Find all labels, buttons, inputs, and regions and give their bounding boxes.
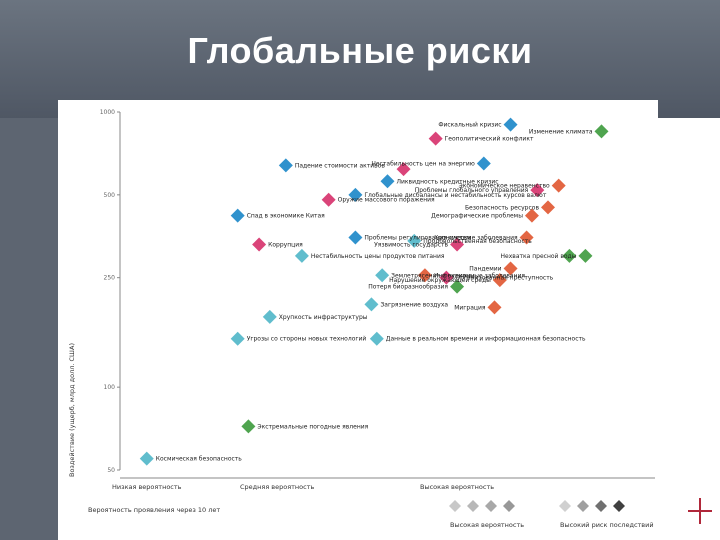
slide-margin bbox=[658, 118, 720, 540]
risk-point-label: Нарушение окружающей среды bbox=[389, 277, 491, 284]
risk-point-label: Миграция bbox=[454, 304, 486, 311]
risk-point bbox=[417, 268, 432, 283]
risk-point-label: Угрозы со стороны новых технологий bbox=[247, 336, 367, 343]
risk-point bbox=[407, 233, 422, 248]
risk-point-label: Нестабильность цен на энергию bbox=[371, 160, 474, 167]
risk-point-label: Проблемы глобального управления bbox=[415, 187, 529, 194]
legend-severity-marker bbox=[613, 500, 625, 512]
slide-title: Глобальные риски bbox=[187, 30, 533, 71]
risk-point-label: Уязвимость государств bbox=[374, 241, 448, 248]
risk-point bbox=[492, 273, 507, 288]
risk-point-label: Нехватка пресной воды bbox=[501, 253, 577, 260]
slide-body bbox=[58, 100, 658, 540]
risk-point bbox=[380, 174, 395, 189]
risk-point-label: Фискальный кризис bbox=[438, 122, 501, 129]
risk-point-label: Глобальные дисбалансы и нестабильность к… bbox=[364, 192, 546, 199]
risk-point-label: Данные в реальном времени и информационн… bbox=[386, 336, 586, 343]
risk-point bbox=[321, 192, 336, 207]
risk-point bbox=[369, 331, 384, 346]
risk-point bbox=[230, 331, 245, 346]
risk-point-label: Экономическое неравенство bbox=[459, 183, 551, 190]
risk-point-label: Землетрясения и вулканы bbox=[391, 272, 475, 279]
risk-point-label: Изменение климата bbox=[529, 128, 593, 135]
risk-point bbox=[262, 309, 277, 324]
risk-point-label: Геополитический конфликт bbox=[445, 136, 534, 143]
risk-point-label: Проблемы регулирования систем bbox=[364, 234, 471, 241]
legend-severity-marker bbox=[595, 500, 607, 512]
risk-point bbox=[396, 162, 411, 177]
risk-point bbox=[519, 230, 534, 245]
legend-likelihood-label: Высокая вероятность bbox=[450, 521, 524, 529]
y-axis-title: Воздействие (ущерб, млрд долл. США) bbox=[68, 343, 76, 477]
x-category-label: Средняя вероятность bbox=[240, 483, 315, 491]
y-tick-label: 50 bbox=[107, 467, 115, 474]
risk-point bbox=[594, 124, 609, 139]
risk-point bbox=[139, 451, 154, 466]
risk-point bbox=[252, 237, 267, 252]
risk-point bbox=[524, 208, 539, 223]
risk-point bbox=[364, 297, 379, 312]
risk-point-label: Пандемии bbox=[469, 265, 501, 272]
risk-point bbox=[450, 237, 465, 252]
risk-point bbox=[578, 248, 593, 263]
legend-likelihood-marker bbox=[467, 500, 479, 512]
legend-likelihood-marker bbox=[449, 500, 461, 512]
risk-point bbox=[278, 158, 293, 173]
risk-point bbox=[487, 300, 502, 315]
risk-point-label: Оружие массового поражения bbox=[338, 197, 435, 204]
legend-severity-marker bbox=[577, 500, 589, 512]
risk-point-label: Хрупкость инфраструктуры bbox=[279, 314, 368, 321]
risk-point-label: Демографические проблемы bbox=[431, 213, 523, 220]
y-tick-label: 500 bbox=[104, 192, 116, 199]
risk-point-label: Экстремальные погодные явления bbox=[257, 423, 368, 430]
risk-point bbox=[375, 268, 390, 283]
y-tick-label: 1000 bbox=[100, 109, 115, 116]
risk-point bbox=[503, 117, 518, 132]
risk-point-label: Космическая безопасность bbox=[156, 456, 243, 463]
risk-point-label: Ликвидность кредитные кризис bbox=[397, 178, 499, 185]
risk-point-label: Падение стоимости активов bbox=[295, 162, 386, 169]
risk-point bbox=[450, 279, 465, 294]
x-category-label: Высокая вероятность bbox=[420, 483, 494, 491]
risk-point-label: Организованная преступность bbox=[455, 275, 553, 282]
x-category-label: Низкая вероятность bbox=[112, 483, 182, 491]
risk-point-label: Хронические заболевания bbox=[434, 234, 518, 241]
risk-point bbox=[562, 248, 577, 263]
y-tick-label: 250 bbox=[104, 275, 116, 282]
risk-point bbox=[428, 131, 443, 146]
risk-point-label: Нестабильность цены продуктов питания bbox=[311, 253, 445, 260]
risk-point-label: Загрязнение воздуха bbox=[380, 301, 448, 308]
x-axis-title: Вероятность проявления через 10 лет bbox=[88, 506, 220, 514]
risk-point-label: Инфекционные заболевания bbox=[434, 272, 525, 279]
risk-point bbox=[348, 230, 363, 245]
risk-point-label: Безопасность ресурсов bbox=[465, 204, 540, 211]
legend-severity-marker bbox=[559, 500, 571, 512]
cross-logo-icon bbox=[688, 498, 712, 524]
y-tick-label: 100 bbox=[104, 384, 116, 391]
risk-point-label: Коррупция bbox=[268, 241, 303, 248]
risk-point bbox=[541, 200, 555, 215]
risk-point bbox=[503, 261, 518, 276]
risk-point bbox=[241, 419, 256, 434]
risk-point bbox=[439, 270, 454, 285]
risk-point-label: Продовольственная безопасность bbox=[423, 238, 532, 245]
risk-point bbox=[551, 178, 566, 193]
slide-header bbox=[0, 0, 720, 118]
risk-point bbox=[294, 248, 309, 263]
risk-point-label: Спад в экономике Китая bbox=[247, 213, 325, 220]
risk-point bbox=[348, 187, 363, 202]
legend-likelihood-marker bbox=[485, 500, 497, 512]
risk-point-label: Потеря биоразнообразия bbox=[368, 284, 448, 291]
risk-point bbox=[476, 156, 491, 171]
legend-severity-label: Высокий риск последствий bbox=[560, 521, 654, 529]
risk-point bbox=[230, 208, 245, 223]
risk-point bbox=[530, 183, 545, 198]
legend-likelihood-marker bbox=[503, 500, 515, 512]
